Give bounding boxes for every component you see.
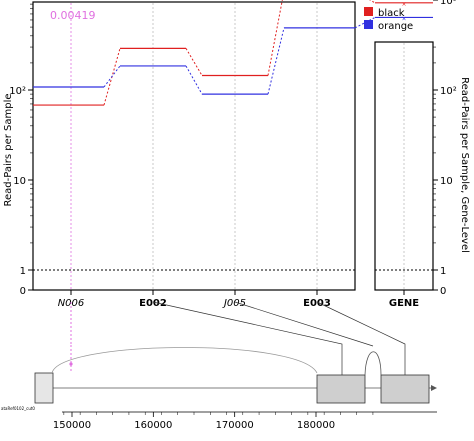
category-label-gene: GENE bbox=[389, 298, 419, 309]
genome-axis-corner-label: ataRef0102_cut0 bbox=[1, 406, 35, 411]
y-tick-label-left-100: 10² bbox=[9, 86, 26, 97]
connector-j005 bbox=[234, 301, 374, 347]
annotation-label: 0.00419 bbox=[50, 9, 96, 22]
junction-marker-n006 bbox=[69, 362, 73, 366]
legend-swatch-black bbox=[364, 7, 373, 16]
series-black-transition-1 bbox=[185, 48, 203, 76]
y-tick-label-right-1000: 10³ bbox=[440, 0, 457, 7]
main-plot-frame bbox=[32, 1, 356, 291]
connector-e003 bbox=[316, 301, 406, 375]
y-tick-label-right-10: 10 bbox=[440, 176, 453, 187]
y-tick-label-left-1: 1 bbox=[20, 266, 26, 277]
y-tick-label-left-0: 0 bbox=[20, 286, 26, 297]
gene-structure-track: ataRef0102_cut0 bbox=[1, 345, 437, 411]
category-label-e003: E003 bbox=[303, 298, 331, 309]
strand-arrow-icon bbox=[431, 385, 437, 391]
genomic-coordinate-axis: 150000 160000 170000 180000 bbox=[53, 411, 437, 431]
junction-arc-j005 bbox=[364, 351, 382, 376]
genome-tick-label-160000: 160000 bbox=[134, 420, 172, 431]
legend-swatch-orange bbox=[364, 20, 373, 29]
legend-label-black: black bbox=[378, 8, 405, 19]
legend-label-orange: orange bbox=[378, 21, 413, 32]
y-tick-label-right-0: 0 bbox=[440, 286, 446, 297]
series-black-gene-marker: × bbox=[401, 1, 406, 8]
exon-e002 bbox=[316, 374, 366, 404]
junction-arc-n006 bbox=[51, 347, 318, 374]
connector-e002 bbox=[152, 301, 343, 375]
series-orange-transition-0 bbox=[103, 65, 121, 88]
genome-tick-label-180000: 180000 bbox=[297, 420, 335, 431]
series-black-gene-link bbox=[369, 0, 376, 4]
y-tick-label-right-100: 10² bbox=[440, 86, 457, 97]
category-label-e002: E002 bbox=[139, 298, 167, 309]
y-axis-title-right: Read-Pairs per Sample, Gene-Level bbox=[459, 77, 470, 253]
category-connectors bbox=[70, 301, 406, 375]
exon-e003 bbox=[380, 374, 430, 404]
legend: black orange bbox=[364, 7, 413, 32]
series-orange-gene-marker: × bbox=[401, 15, 406, 22]
series-orange-transition-2 bbox=[267, 27, 285, 95]
exon-n006 bbox=[34, 372, 54, 404]
y-tick-label-left-10: 10 bbox=[13, 176, 26, 187]
y-tick-label-right-1: 1 bbox=[440, 266, 446, 277]
y-axis-title-left: Read-Pairs per Sample bbox=[3, 93, 14, 206]
series-orange-transition-1 bbox=[185, 65, 203, 95]
genome-tick-label-170000: 170000 bbox=[216, 420, 254, 431]
genome-tick-label-150000: 150000 bbox=[53, 420, 91, 431]
category-label-j005: J005 bbox=[222, 298, 246, 309]
